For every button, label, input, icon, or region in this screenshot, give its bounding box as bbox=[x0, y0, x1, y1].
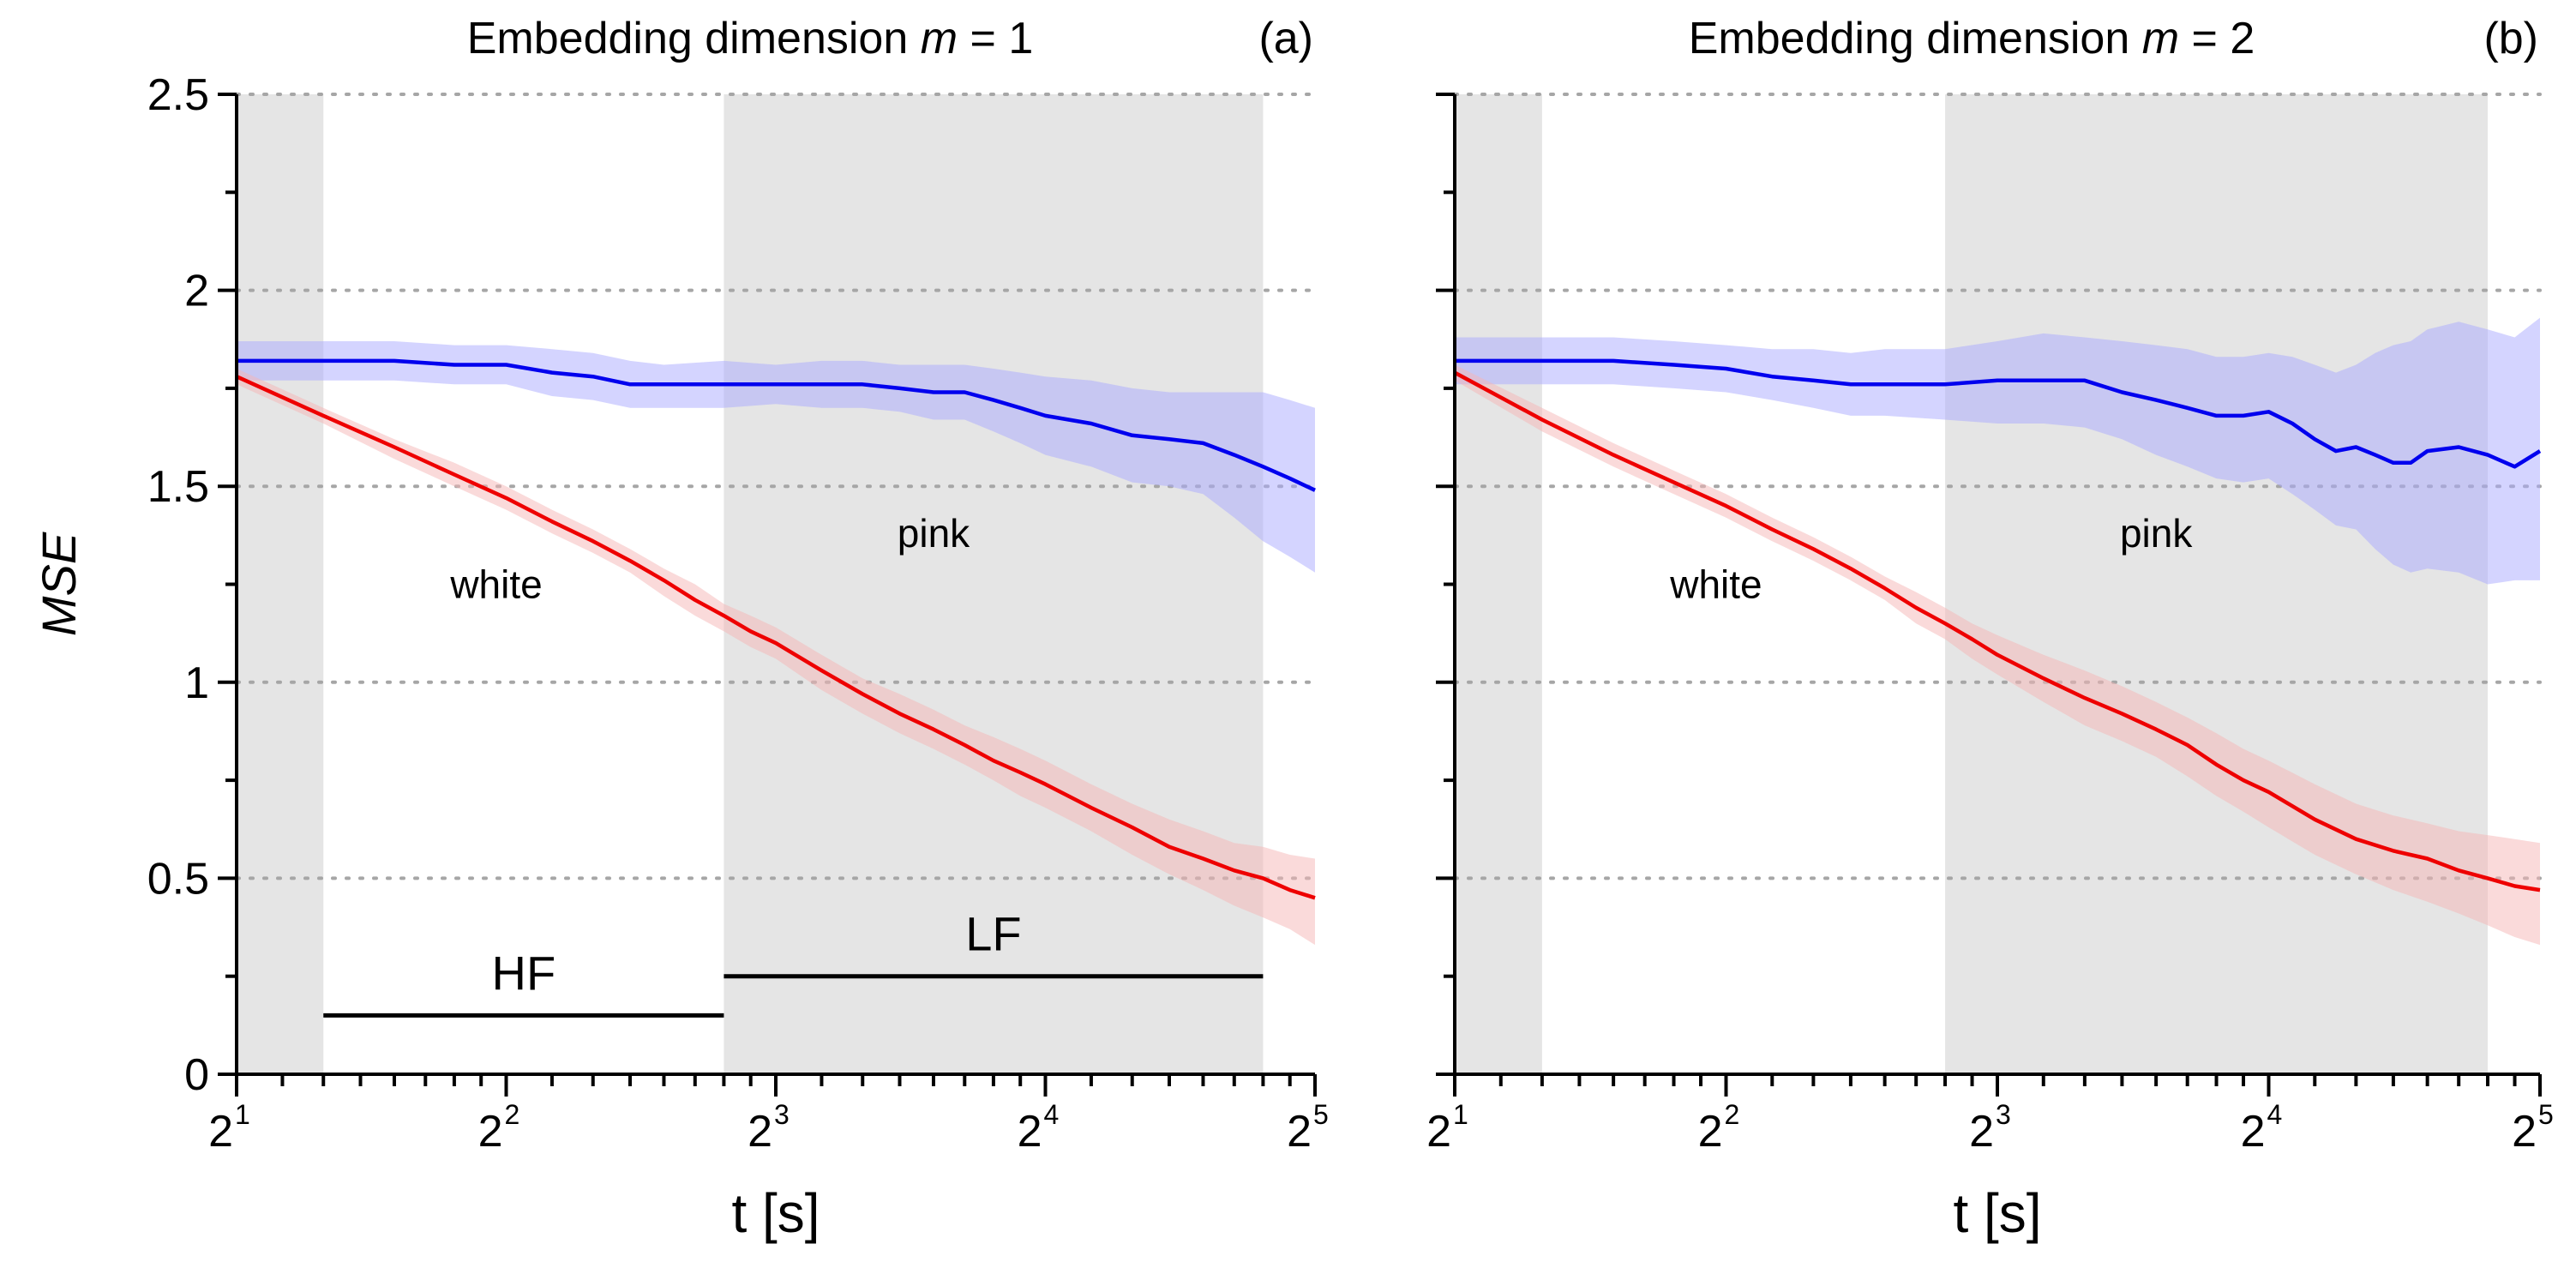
x-tick-exponent: 5 bbox=[2538, 1099, 2554, 1130]
x-axis-label: t [s] bbox=[1953, 1182, 2041, 1244]
x-tick-base: 2 bbox=[1426, 1107, 1451, 1157]
x-tick-exponent: 3 bbox=[1996, 1099, 2011, 1130]
x-tick-exponent: 4 bbox=[1044, 1099, 1060, 1130]
title-prefix: Embedding dimension bbox=[467, 14, 921, 63]
x-tick-exponent: 4 bbox=[2267, 1099, 2283, 1130]
title-suffix: = 1 bbox=[958, 14, 1033, 63]
x-tick-base: 2 bbox=[2512, 1107, 2537, 1157]
annotation-pink: pink bbox=[898, 511, 970, 556]
shaded-region bbox=[237, 94, 324, 1074]
y-axis-label: MSE bbox=[32, 532, 86, 636]
shaded-region bbox=[1455, 94, 1542, 1074]
x-tick-base: 2 bbox=[208, 1107, 233, 1157]
shaded-region bbox=[1945, 94, 2489, 1074]
x-tick-base: 2 bbox=[1018, 1107, 1042, 1157]
panel-title: Embedding dimension m = 1 bbox=[467, 14, 1034, 63]
title-variable: m bbox=[921, 14, 958, 63]
series-line-pink bbox=[237, 358, 1316, 492]
confidence-band-pink bbox=[237, 341, 1315, 573]
x-tick-base: 2 bbox=[1287, 1107, 1312, 1157]
title-suffix: = 2 bbox=[2179, 14, 2255, 63]
y-tick-label: 2.5 bbox=[147, 70, 209, 120]
panel-title: Embedding dimension m = 2 bbox=[1689, 14, 2255, 63]
x-tick-exponent: 2 bbox=[505, 1099, 520, 1130]
title-variable: m bbox=[2142, 14, 2179, 63]
x-tick-exponent: 3 bbox=[774, 1099, 790, 1130]
y-tick-label: 0.5 bbox=[147, 854, 209, 904]
x-tick-exponent: 2 bbox=[1725, 1099, 1740, 1130]
annotation-pink: pink bbox=[2120, 511, 2193, 556]
x-tick-exponent: 1 bbox=[235, 1099, 250, 1130]
x-tick-exponent: 5 bbox=[1313, 1099, 1329, 1130]
title-prefix: Embedding dimension bbox=[1689, 14, 2142, 63]
annotation-white: white bbox=[449, 562, 542, 607]
x-tick-exponent: 1 bbox=[1453, 1099, 1468, 1130]
y-tick-label: 1 bbox=[184, 658, 209, 708]
series-line-pink bbox=[1455, 358, 2542, 469]
x-tick-base: 2 bbox=[1698, 1107, 1723, 1157]
panel-label: (a) bbox=[1258, 14, 1313, 63]
x-tick-base: 2 bbox=[478, 1107, 503, 1157]
series-line-white bbox=[236, 375, 1316, 900]
confidence-band-pink bbox=[1455, 317, 2540, 585]
x-tick-base: 2 bbox=[1969, 1107, 1994, 1157]
panel-label: (b) bbox=[2483, 14, 2538, 63]
x-axis-label: t [s] bbox=[731, 1182, 820, 1244]
y-tick-label: 2 bbox=[184, 267, 209, 316]
x-tick-base: 2 bbox=[748, 1107, 772, 1157]
y-tick-label: 0 bbox=[184, 1050, 209, 1100]
shaded-region bbox=[724, 94, 1264, 1074]
y-tick-label: 1.5 bbox=[147, 462, 209, 512]
series-line-white bbox=[1453, 370, 2541, 892]
band-label-hf: HF bbox=[492, 946, 556, 1000]
confidence-band-white bbox=[237, 369, 1315, 946]
band-label-lf: LF bbox=[965, 907, 1021, 961]
x-tick-base: 2 bbox=[2241, 1107, 2266, 1157]
annotation-white: white bbox=[1669, 562, 1762, 607]
